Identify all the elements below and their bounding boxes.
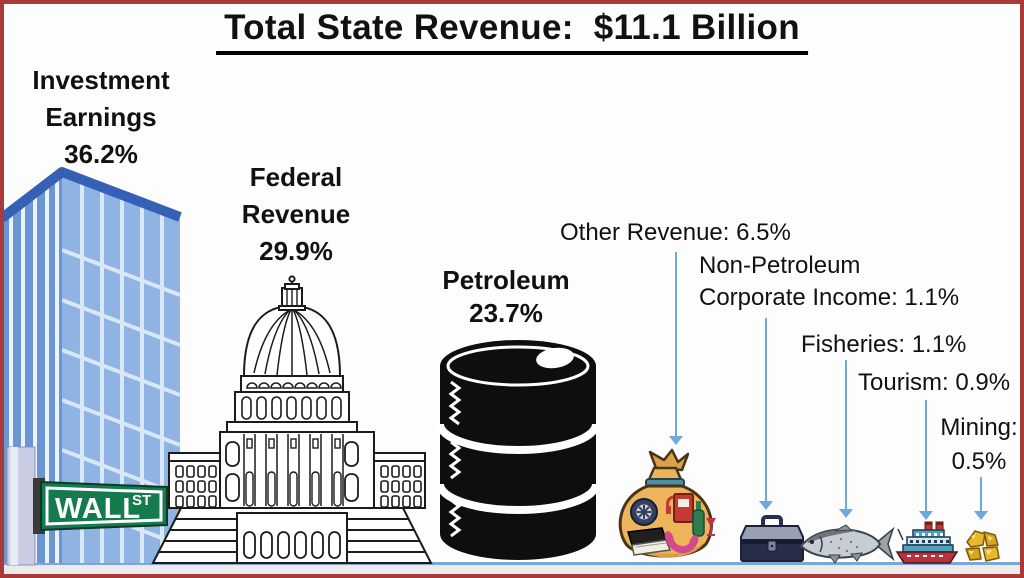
capitol-building-icon	[147, 275, 437, 564]
fish-icon	[799, 524, 895, 564]
label-line: Mining:	[940, 414, 1018, 441]
label-line: Corporate Income: 1.1%	[699, 284, 960, 311]
oil-barrel-icon	[435, 336, 601, 563]
label-investment-earnings: Investment Earnings 36.2%	[9, 62, 193, 173]
sign-suffix-text: ST	[132, 492, 151, 509]
leader-arrow-fisheries	[839, 360, 853, 518]
label-fisheries: Fisheries: 1.1%	[801, 329, 966, 361]
label-line: Fisheries: 1.1%	[801, 331, 967, 358]
label-petroleum: Petroleum 23.7%	[414, 264, 598, 330]
ground-baseline	[0, 562, 1024, 565]
label-other-revenue: Other Revenue: 6.5%	[560, 217, 791, 249]
leader-arrow-tourism	[919, 400, 933, 520]
briefcase-icon	[739, 513, 805, 563]
sign-street-text: WALL	[55, 493, 141, 525]
label-line: Petroleum	[442, 265, 570, 295]
money-bag-icon	[612, 448, 718, 564]
wall-st-sign: WALL ST	[5, 445, 175, 566]
label-value: 29.9%	[259, 236, 333, 266]
chart-title: Total State Revenue: $11.1 Billion	[216, 8, 808, 55]
label-tourism: Tourism: 0.9%	[858, 367, 1010, 399]
leader-arrow-non-petroleum	[759, 318, 773, 510]
label-non-petroleum: Non-Petroleum Corporate Income: 1.1%	[699, 250, 959, 314]
label-value: 0.5%	[951, 448, 1007, 475]
label-line: Tourism: 0.9%	[858, 369, 1011, 396]
leader-arrow-other-revenue	[669, 252, 683, 445]
label-line: Investment	[32, 65, 170, 95]
gold-nuggets-icon	[961, 526, 1003, 564]
label-value: 23.7%	[469, 298, 543, 328]
label-line: Earnings	[45, 102, 157, 132]
label-federal-revenue: Federal Revenue 29.9%	[204, 159, 388, 270]
label-line: Federal	[249, 162, 343, 192]
label-line: Non-Petroleum	[699, 252, 861, 279]
floor-strip	[0, 565, 1024, 574]
cruise-ship-icon	[895, 520, 959, 564]
label-line: Revenue	[241, 199, 351, 229]
leader-arrow-mining	[974, 477, 988, 520]
label-value: 36.2%	[64, 139, 138, 169]
label-line: Other Revenue: 6.5%	[560, 219, 791, 246]
label-mining: Mining: 0.5%	[933, 411, 1024, 479]
